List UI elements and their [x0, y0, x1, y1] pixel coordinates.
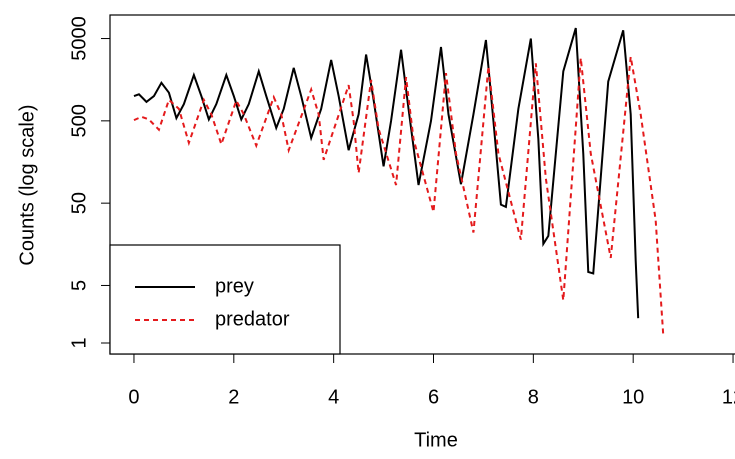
y-tick-label: 5000 — [68, 16, 90, 61]
x-tick-label: 10 — [622, 386, 644, 408]
legend-box — [109, 244, 341, 355]
x-tick-label: 8 — [528, 386, 539, 408]
x-tick-label: 0 — [128, 386, 139, 408]
legend-label: predator — [215, 308, 290, 330]
y-tick-label: 1 — [68, 337, 90, 348]
legend-label: prey — [215, 275, 254, 297]
y-tick-label: 5 — [68, 280, 90, 291]
x-tick-label: 12 — [722, 386, 735, 408]
series-line — [133, 27, 640, 319]
y-tick-label: 50 — [68, 192, 90, 214]
x-axis-label: Time — [414, 429, 458, 451]
y-tick-label: 500 — [68, 104, 90, 137]
series-line — [133, 56, 665, 334]
x-tick-label: 4 — [328, 386, 339, 408]
x-tick-label: 6 — [428, 386, 439, 408]
x-tick-label: 2 — [228, 386, 239, 408]
y-axis-label: Counts (log scale) — [16, 104, 38, 265]
